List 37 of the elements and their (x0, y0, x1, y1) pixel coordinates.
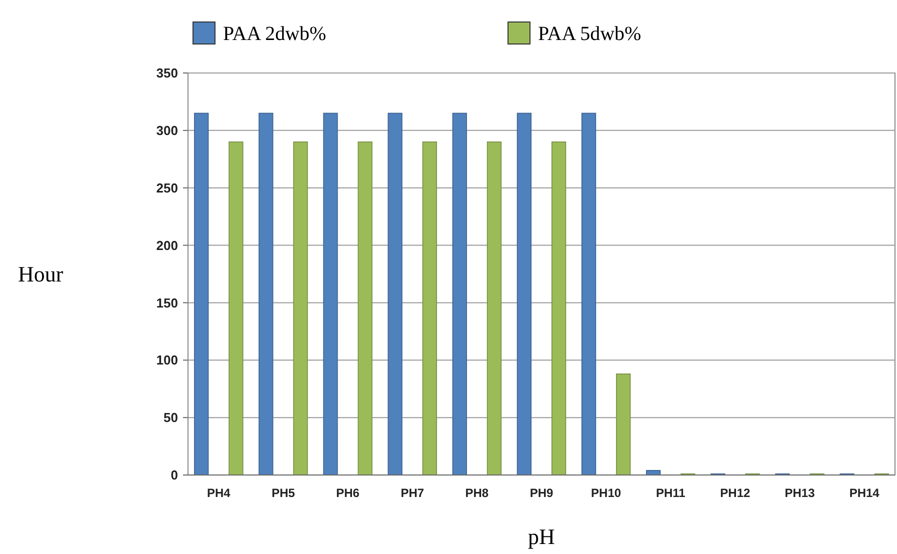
y-tick-label: 50 (164, 410, 178, 426)
y-tick-label: 350 (156, 66, 178, 81)
bar (452, 112, 467, 476)
y-tick-label: 150 (156, 295, 178, 310)
x-axis-title: pH (528, 524, 556, 549)
bar (194, 112, 209, 476)
y-axis-title: Hour (18, 262, 64, 287)
x-tick-label: PH12 (720, 486, 751, 500)
y-tick-label: 250 (156, 180, 178, 196)
bar (516, 112, 532, 476)
bar (228, 142, 244, 476)
bar (551, 142, 566, 476)
bar (581, 112, 596, 476)
x-tick-label: PH14 (849, 486, 880, 500)
x-tick-label: PH8 (465, 486, 489, 500)
legend-label: PAA 5dwb% (538, 23, 642, 45)
x-tick-label: PH5 (272, 486, 296, 500)
x-tick-label: PH4 (206, 486, 231, 500)
y-tick-label: 200 (156, 238, 178, 253)
y-tick-label: 100 (156, 352, 178, 368)
bar (358, 142, 372, 476)
bar (258, 112, 274, 476)
bar (388, 112, 402, 476)
bar (323, 112, 338, 476)
bar (422, 142, 437, 476)
x-tick-label: PH6 (336, 486, 360, 500)
y-tick-label: 0 (170, 468, 178, 483)
bar (616, 374, 631, 476)
legend-label: PAA 2dwb% (223, 23, 326, 45)
x-tick-label: PH9 (530, 486, 554, 500)
x-tick-label: PH11 (656, 486, 686, 500)
bar (293, 142, 308, 476)
x-tick-label: PH7 (400, 486, 424, 500)
y-tick-label: 300 (156, 122, 178, 138)
bar (486, 142, 502, 476)
x-tick-label: PH13 (784, 486, 816, 500)
x-tick-label: PH10 (591, 486, 622, 500)
